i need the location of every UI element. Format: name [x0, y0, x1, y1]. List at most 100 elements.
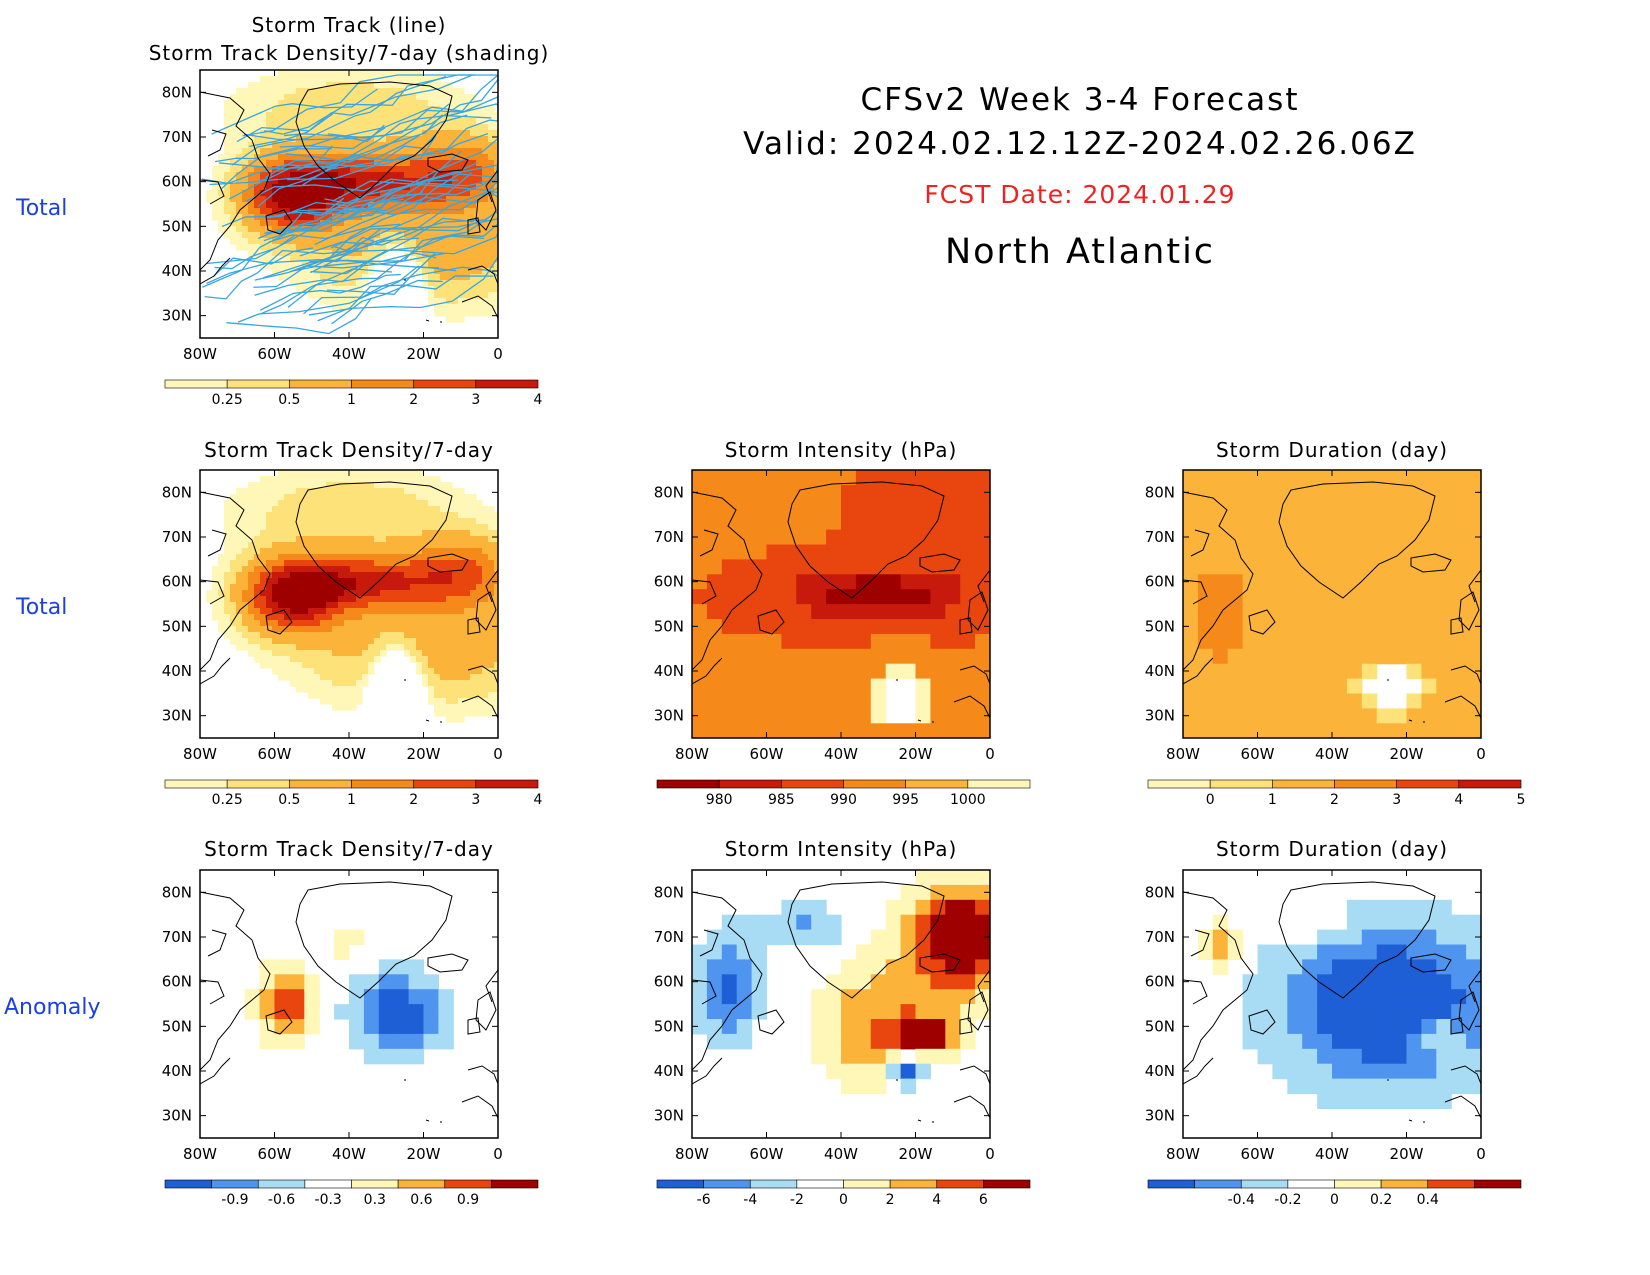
- colorbar-label: -0.3: [315, 1192, 342, 1208]
- colorbar-swatch: [491, 1179, 539, 1189]
- y-tick-label: 70N: [654, 528, 684, 546]
- y-tick-label: 70N: [162, 528, 192, 546]
- colorbar-label: 980: [706, 792, 733, 808]
- colorbar-label: 990: [830, 792, 857, 808]
- colorbar-swatch: [983, 1179, 1031, 1189]
- map-field: [692, 470, 990, 738]
- map-field: [200, 870, 498, 1138]
- y-tick-label: 70N: [1145, 528, 1175, 546]
- map-field: [692, 870, 990, 1138]
- x-tick-label: 60W: [750, 1145, 784, 1163]
- colorbar-label: -0.2: [1274, 1192, 1301, 1208]
- x-tick-label: 40W: [332, 1145, 366, 1163]
- x-tick-label: 60W: [258, 745, 292, 763]
- colorbar-label: 985: [768, 792, 795, 808]
- x-tick-label: 40W: [824, 745, 858, 763]
- colorbar-label: 1: [347, 392, 356, 408]
- x-tick-label: 60W: [258, 345, 292, 363]
- colorbar-label: 0.5: [278, 392, 300, 408]
- colorbar-label: 5: [1517, 792, 1526, 808]
- colorbar-label: 0.5: [278, 792, 300, 808]
- panel-title: Storm Intensity (hPa): [725, 438, 958, 462]
- colorbar: 980 985 990 995 1000: [656, 779, 1031, 808]
- row-label-1: Total: [16, 196, 68, 221]
- y-tick-label: 30N: [1145, 1107, 1175, 1125]
- x-tick-label: 20W: [899, 745, 933, 763]
- x-tick-label: 80W: [1166, 745, 1200, 763]
- y-tick-label: 60N: [1145, 973, 1175, 991]
- y-tick-label: 30N: [162, 307, 192, 325]
- colorbar-label: 2: [1330, 792, 1339, 808]
- colorbar-swatch: [475, 379, 539, 389]
- x-tick-label: 40W: [1315, 1145, 1349, 1163]
- colorbar: 0.25 0.5 1 2 3 4: [164, 779, 543, 808]
- x-tick-label: 80W: [183, 745, 217, 763]
- colorbar-label: 995: [892, 792, 919, 808]
- x-tick-label: 80W: [183, 1145, 217, 1163]
- colorbar-label: 4: [534, 792, 543, 808]
- x-tick-label: 0: [985, 1145, 995, 1163]
- x-tick-label: 20W: [899, 1145, 933, 1163]
- header-line2: Valid: 2024.02.12.12Z-2024.02.26.06Z: [743, 126, 1417, 162]
- colorbar-swatch: [1334, 1179, 1382, 1189]
- y-tick-label: 50N: [162, 1017, 192, 1035]
- colorbar: -0.4 -0.2 0 0.2 0.4: [1147, 1179, 1522, 1208]
- colorbar-label: 0.9: [457, 1192, 479, 1208]
- colorbar-label: -0.9: [221, 1192, 248, 1208]
- x-tick-label: 80W: [1166, 1145, 1200, 1163]
- colorbar-label: -6: [697, 1192, 711, 1208]
- colorbar-swatch: [1147, 1179, 1195, 1189]
- y-tick-label: 30N: [162, 707, 192, 725]
- x-tick-label: 0: [1476, 745, 1486, 763]
- y-tick-label: 30N: [654, 707, 684, 725]
- colorbar: 0.25 0.5 1 2 3 4: [164, 379, 543, 408]
- x-tick-label: 60W: [750, 745, 784, 763]
- y-tick-label: 40N: [1145, 1062, 1175, 1080]
- x-tick-label: 40W: [1315, 745, 1349, 763]
- y-tick-label: 40N: [1145, 662, 1175, 680]
- y-tick-label: 40N: [654, 662, 684, 680]
- y-tick-label: 80N: [654, 483, 684, 501]
- y-tick-label: 40N: [162, 662, 192, 680]
- y-tick-label: 50N: [1145, 1017, 1175, 1035]
- y-tick-label: 60N: [654, 973, 684, 991]
- x-tick-label: 0: [985, 745, 995, 763]
- colorbar-label: 0: [1330, 1192, 1339, 1208]
- colorbar-swatch: [1458, 779, 1522, 789]
- x-tick-label: 40W: [824, 1145, 858, 1163]
- y-tick-label: 80N: [1145, 883, 1175, 901]
- x-tick-label: 20W: [1390, 1145, 1424, 1163]
- colorbar-label: -0.4: [1228, 1192, 1255, 1208]
- y-tick-label: 40N: [162, 262, 192, 280]
- y-tick-label: 50N: [1145, 617, 1175, 635]
- colorbar-label: -0.6: [268, 1192, 295, 1208]
- y-tick-label: 60N: [654, 573, 684, 591]
- y-tick-label: 60N: [1145, 573, 1175, 591]
- x-tick-label: 20W: [1390, 745, 1424, 763]
- x-tick-label: 80W: [183, 345, 217, 363]
- y-tick-label: 80N: [1145, 483, 1175, 501]
- y-tick-label: 80N: [162, 83, 192, 101]
- panel-title: Storm Track (line): [252, 13, 447, 37]
- map-field: [1183, 470, 1481, 738]
- region-title: North Atlantic: [944, 232, 1216, 272]
- colorbar-label: 4: [932, 1192, 941, 1208]
- colorbar-swatch: [475, 779, 539, 789]
- x-tick-label: 0: [493, 345, 503, 363]
- x-tick-label: 20W: [407, 745, 441, 763]
- colorbar-swatch: [1474, 1179, 1522, 1189]
- colorbar: -0.9 -0.6 -0.3 0.3 0.6 0.9: [164, 1179, 539, 1208]
- panel-title: Storm Duration (day): [1216, 837, 1448, 861]
- panel-title: Storm Track Density/7-day: [204, 837, 494, 861]
- x-tick-label: 40W: [332, 745, 366, 763]
- colorbar-label: 2: [409, 392, 418, 408]
- y-tick-label: 60N: [162, 973, 192, 991]
- map-field: [200, 470, 498, 738]
- colorbar-label: 3: [1392, 792, 1401, 808]
- y-tick-label: 60N: [162, 173, 192, 191]
- y-tick-label: 70N: [162, 128, 192, 146]
- header-line1: CFSv2 Week 3-4 Forecast: [860, 82, 1300, 118]
- y-tick-label: 30N: [162, 1107, 192, 1125]
- x-tick-label: 80W: [675, 745, 709, 763]
- colorbar-label: 0.3: [364, 1192, 386, 1208]
